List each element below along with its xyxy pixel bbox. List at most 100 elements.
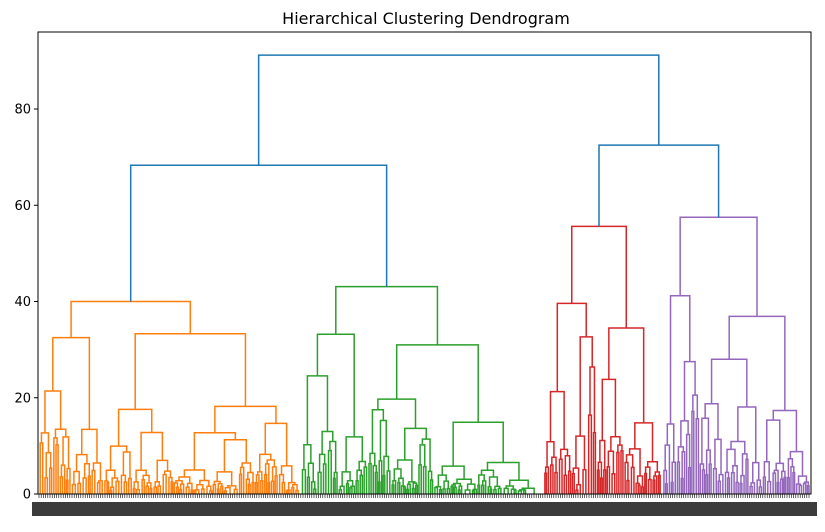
cluster4-link xyxy=(726,477,731,494)
cluster2-link xyxy=(393,468,402,481)
cluster3-link xyxy=(596,469,600,494)
cluster4-link xyxy=(781,470,786,480)
cluster2-link xyxy=(327,449,332,494)
cluster1-link xyxy=(52,336,91,430)
cluster2-link xyxy=(397,481,401,494)
cluster2-link xyxy=(356,469,363,481)
cluster4-link xyxy=(664,444,671,494)
cluster4-link xyxy=(704,403,719,440)
cluster1-link xyxy=(223,439,248,472)
cluster1-link xyxy=(133,481,139,490)
cluster4-link xyxy=(767,480,772,494)
cluster4-link xyxy=(664,483,668,494)
cluster2-link xyxy=(332,477,336,494)
cluster3-link xyxy=(634,422,654,462)
cluster1-link xyxy=(193,431,237,471)
cluster1-link xyxy=(266,459,276,467)
cluster4-link xyxy=(708,463,712,494)
cluster2-link xyxy=(395,344,479,423)
cluster1-link xyxy=(271,466,277,482)
y-tick-label: 60 xyxy=(14,199,31,214)
cluster2-link xyxy=(489,488,493,494)
cluster4-link xyxy=(735,481,739,494)
cluster2-link xyxy=(317,471,322,494)
cluster1-link xyxy=(55,444,59,494)
cluster1-link xyxy=(87,475,91,494)
cluster3-link xyxy=(563,474,568,494)
cluster1-link xyxy=(217,483,223,490)
cluster3-link xyxy=(657,474,661,494)
y-tick-label: 80 xyxy=(14,103,31,118)
cluster1-link xyxy=(140,431,164,471)
cluster4-link xyxy=(683,360,696,421)
cluster3-link xyxy=(610,435,621,452)
cluster2-link xyxy=(452,421,504,467)
cluster2-link xyxy=(345,482,350,494)
cluster4-link xyxy=(745,458,749,494)
cluster1-link xyxy=(213,480,221,485)
cluster1-link xyxy=(247,483,251,494)
cluster1-link xyxy=(44,477,49,494)
cluster3-link xyxy=(544,472,548,494)
cluster1-link xyxy=(134,332,247,410)
cluster2-link xyxy=(322,463,327,494)
cluster2-link xyxy=(441,465,465,480)
cluster2-link xyxy=(497,487,502,494)
cluster3-link xyxy=(546,441,555,468)
cluster2-link xyxy=(480,469,495,477)
cluster3-link xyxy=(597,461,603,479)
y-tick-label: 40 xyxy=(14,295,31,310)
cluster3-link xyxy=(576,483,582,494)
cluster2-link xyxy=(510,488,516,494)
cluster1-link xyxy=(190,489,194,494)
cluster1-link xyxy=(82,477,87,494)
cluster1-link xyxy=(270,480,275,494)
cluster4-link xyxy=(756,479,762,494)
cluster4-link xyxy=(775,462,785,472)
cluster3-link xyxy=(567,470,572,494)
cluster4-link xyxy=(762,476,767,494)
cluster4-link xyxy=(803,481,809,486)
cluster3-merge-link xyxy=(571,225,628,328)
cluster4-link xyxy=(712,467,717,494)
cluster2-link xyxy=(358,460,367,471)
cluster2-link xyxy=(406,488,410,494)
cluster3-link xyxy=(599,477,603,494)
cluster3-link xyxy=(554,471,558,494)
cluster4-link xyxy=(772,409,798,452)
cluster2-link xyxy=(391,484,395,494)
cluster3-link xyxy=(644,472,648,494)
cluster2-link xyxy=(513,489,517,494)
cluster1-link xyxy=(295,489,299,494)
cluster2-link xyxy=(403,486,407,494)
cluster4-link xyxy=(676,461,681,494)
cluster1-link xyxy=(179,488,183,494)
cluster2-link xyxy=(419,444,426,467)
cluster2-link xyxy=(411,487,415,494)
cluster2-link xyxy=(371,409,385,454)
cluster2-link xyxy=(339,485,345,494)
chart-title: Hierarchical Clustering Dendrogram xyxy=(282,9,570,28)
cluster1-link xyxy=(157,485,162,494)
cluster2-link xyxy=(341,471,351,487)
cluster3-link xyxy=(558,458,563,494)
cluster2-link xyxy=(306,375,329,445)
cluster4-link xyxy=(717,480,721,494)
cluster4-link xyxy=(787,457,794,478)
cluster1-link xyxy=(260,480,264,494)
cluster3-link xyxy=(575,435,586,470)
y-tick-label: 0 xyxy=(23,488,31,503)
cluster1-link xyxy=(75,453,88,472)
cluster4-link xyxy=(692,394,699,419)
cluster4-link xyxy=(758,486,763,494)
cluster3-link xyxy=(635,482,640,494)
cluster4-link xyxy=(790,465,795,494)
cluster2-link xyxy=(434,486,439,494)
cluster4-link xyxy=(772,472,777,494)
cluster3-link xyxy=(587,414,593,494)
cluster3-link xyxy=(611,473,616,494)
cluster1-link xyxy=(200,488,205,494)
cluster4-link xyxy=(701,417,710,464)
cluster1-link xyxy=(162,473,167,494)
cluster2-link xyxy=(338,489,343,494)
